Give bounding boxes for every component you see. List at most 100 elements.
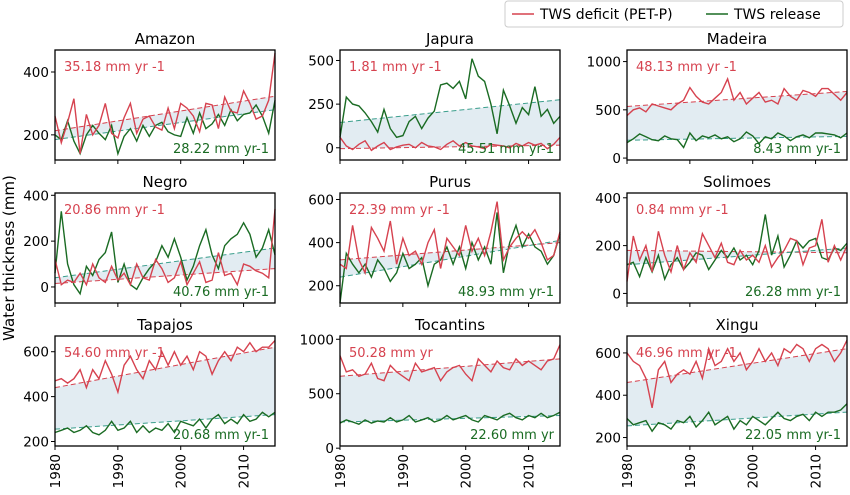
shaded-gap-japura [340,99,560,149]
panel-solimoes: Solimoes 0 200 400 0.84 mm yr -1 26.28 mm yr-… [595,173,848,307]
y-tick-label: 400 [595,388,621,404]
panels: Amazon 200 400 35.18 mm yr -1 28.22 mm yr-1 J… [23,30,848,488]
panel-title-purus: Purus [429,173,471,191]
trend-line-release-amazon [54,109,276,141]
series-release-xingu [626,403,848,433]
shaded-gap-tapajos [55,347,275,430]
panel-tapajos: Tapajos 200 400 600 1980 1990 2000 2010 54.60 mm… [23,316,276,488]
plot-frame-purus [339,192,561,304]
x-tick-label: 2000 [746,454,762,488]
trend-line-deficit-purus [339,242,561,261]
y-tick-label: 250 [308,97,334,113]
y-tick-label: 0 [325,141,334,157]
series-release-japura [339,58,561,139]
x-tick-label: 1980 [620,454,636,488]
y-tick-label: 0 [612,286,621,302]
series-deficit-solimoes [626,219,848,282]
y-tick-label: 500 [308,387,334,403]
trend-line-release-negro [54,247,276,279]
legend: TWS deficit (PET-P) TWS release [504,0,844,28]
series-deficit-tapajos [54,340,276,395]
series-deficit-purus [339,201,561,276]
trend-annotation-release-japura: 45.51 mm yr-1 [458,142,554,157]
plot-frame-tapajos [54,335,276,447]
series-release-tocantins [339,411,561,425]
shaded-gap-purus [340,240,560,278]
y-tick-label: 0 [325,441,334,457]
panel-title-tocantins: Tocantins [414,316,485,334]
panel-title-japura: Japura [425,30,474,48]
trend-line-deficit-tapajos [54,346,276,389]
trend-annotation-deficit-amazon: 35.18 mm yr -1 [64,60,165,75]
series-release-madeira [626,131,848,149]
legend-deficit-label: TWS deficit (PET-P) [539,7,673,23]
panel-title-solimoes: Solimoes [703,173,771,191]
y-tick-label: 200 [23,435,49,451]
y-tick-label: 400 [595,191,621,207]
trend-line-release-tapajos [54,414,276,430]
panel-amazon: Amazon 200 400 35.18 mm yr -1 28.22 mm yr-1 [23,30,276,164]
x-tick-label: 2000 [459,454,475,488]
shaded-gap-xingu [627,348,847,426]
y-tick-label: 600 [23,345,49,361]
y-tick-label: 200 [308,279,334,295]
trend-line-deficit-amazon [54,95,276,132]
trend-annotation-release-xingu: 22.05 mm yr-1 [745,428,841,443]
y-tick-label: 400 [23,390,49,406]
panel-japura: Japura 0 250 500 1.81 mm yr -1 45.51 mm yr-1 [308,30,561,164]
trend-annotation-deficit-xingu: 46.96 mm yr -1 [636,346,737,361]
y-tick-label: 1000 [587,55,621,71]
panel-tocantins: Tocantins 0 500 1000 1980 1990 2000 2010 50.28 m… [300,316,561,488]
y-tick-label: 200 [595,239,621,255]
trend-annotation-deficit-madeira: 48.13 mm yr -1 [636,60,737,75]
plot-frame-negro [54,192,276,304]
y-tick-label: 400 [23,188,49,204]
panel-title-tapajos: Tapajos [136,316,193,334]
legend-box [504,0,844,28]
panel-negro: Negro 0 200 400 20.86 mm yr -1 40.76 mm yr-1 [23,173,276,307]
y-tick-label: 0 [612,151,621,167]
trend-annotation-release-purus: 48.93 mm yr-1 [458,285,554,300]
y-tick-label: 200 [595,431,621,447]
trend-annotation-release-solimoes: 26.28 mm yr-1 [745,285,841,300]
panel-xingu: Xingu 200 400 600 1980 1990 2000 2010 46.96 mm y… [595,316,848,488]
trend-annotation-release-madeira: 8.43 mm yr-1 [753,142,841,157]
plot-frame-japura [339,49,561,161]
y-tick-label: 600 [595,346,621,362]
trend-line-deficit-xingu [626,348,848,384]
trend-annotation-deficit-solimoes: 0.84 mm yr -1 [636,203,729,218]
plot-frame-amazon [54,49,276,161]
plot-frame-madeira [626,49,848,161]
series-deficit-japura [339,136,561,152]
series-release-tapajos [54,411,276,436]
x-tick-label: 1990 [396,454,412,488]
y-tick-label: 500 [595,103,621,119]
trend-line-release-japura [339,99,561,123]
series-release-solimoes [626,214,848,282]
y-axis-label: Water thickness (mm) [0,175,18,341]
trend-annotation-release-tocantins: 22.60 mm yr [470,428,555,443]
panel-title-amazon: Amazon [135,30,196,48]
trend-line-deficit-madeira [626,90,848,107]
series-deficit-madeira [626,76,848,117]
x-tick-label: 2010 [522,454,538,488]
y-tick-label: 1000 [300,332,334,348]
trend-annotation-release-tapajos: 20.68 mm yr-1 [173,428,269,443]
panel-title-madeira: Madeira [707,30,767,48]
y-tick-label: 500 [308,53,334,69]
series-deficit-xingu [626,339,848,409]
y-tick-label: 600 [308,192,334,208]
x-tick-label: 1990 [683,454,699,488]
y-tick-label: 400 [23,65,49,81]
x-tick-label: 2010 [809,454,825,488]
panel-madeira: Madeira 0 500 1000 48.13 mm yr -1 8.43 mm yr-… [587,30,848,167]
trend-annotation-deficit-tapajos: 54.60 mm yr -1 [64,346,165,361]
panel-title-xingu: Xingu [716,316,759,334]
trend-line-deficit-japura [339,144,561,150]
panel-title-negro: Negro [143,173,188,191]
shaded-gap-madeira [627,91,847,141]
y-tick-label: 200 [23,128,49,144]
trend-line-release-solimoes [626,247,848,266]
trend-line-release-madeira [626,135,848,141]
